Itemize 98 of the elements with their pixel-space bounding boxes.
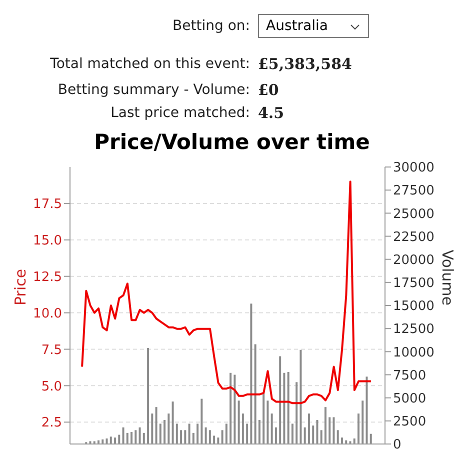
y2-tick-label: 7500 <box>393 368 426 384</box>
y-tick-label: 15.0 <box>33 234 62 249</box>
bar <box>164 420 166 444</box>
y-tick-label: 17.5 <box>33 197 62 212</box>
line-series <box>81 180 372 404</box>
bar <box>208 430 211 444</box>
bar <box>366 376 368 444</box>
text: Total matched on this event: <box>50 56 250 72</box>
bar <box>320 430 322 444</box>
bar <box>312 426 314 444</box>
bar <box>328 417 331 444</box>
text: Betting on: <box>172 18 250 34</box>
bar <box>192 432 194 444</box>
dropdown-field: Australia <box>258 14 369 38</box>
bar <box>151 414 154 444</box>
y2-tick-label: 25000 <box>393 206 434 222</box>
bar <box>217 438 220 444</box>
bar <box>93 441 96 444</box>
bar <box>126 432 128 444</box>
y-tick-label: 10.0 <box>33 306 62 322</box>
y2-tick-label: 5000 <box>393 391 426 406</box>
y-axis-title: Price <box>11 268 30 306</box>
y2-tick-label: 27500 <box>393 184 434 199</box>
bar <box>89 441 92 444</box>
bar <box>138 427 141 444</box>
text: 4.5 <box>258 104 284 122</box>
y-tick-label: 5.0 <box>41 379 62 394</box>
bar <box>242 414 244 444</box>
bar <box>159 424 162 444</box>
bar <box>353 438 356 444</box>
bar <box>246 424 248 444</box>
text: £5,383,584 <box>258 55 352 73</box>
bar <box>316 420 318 444</box>
bar <box>349 441 352 444</box>
bar <box>291 424 294 444</box>
bar <box>114 438 116 444</box>
bar <box>274 427 277 444</box>
bar <box>213 436 216 444</box>
bar <box>238 400 240 444</box>
text: Betting summary - Volume: <box>58 82 250 98</box>
y2-tick-label: 15000 <box>393 299 434 314</box>
bar <box>155 407 158 444</box>
y2-tick-label: 20000 <box>393 252 434 268</box>
bar <box>332 417 335 444</box>
chart-title: Price/Volume over time <box>93 130 371 154</box>
text: £0 <box>258 81 279 99</box>
bar <box>254 344 256 444</box>
bar <box>270 414 273 444</box>
bar <box>296 382 298 444</box>
bar <box>110 436 112 444</box>
bar <box>106 438 108 444</box>
y2-tick-label: 10000 <box>393 345 434 360</box>
bar <box>230 372 232 444</box>
bar <box>370 434 372 444</box>
bar <box>250 304 252 444</box>
bar <box>336 430 339 444</box>
y2-tick-label: 12500 <box>393 322 434 338</box>
y2-axis-title: Volume <box>438 250 457 306</box>
bar <box>357 414 360 444</box>
y2-tick-label: 30000 <box>393 160 434 176</box>
y2-tick-label: 2500 <box>393 414 426 430</box>
y2-tick-label: 17500 <box>393 276 434 292</box>
bar <box>324 407 326 444</box>
y-tick-label: 7.5 <box>41 342 62 358</box>
bar <box>168 414 170 444</box>
y-tick-label: 2.5 <box>41 416 62 431</box>
bar <box>340 438 343 444</box>
bar <box>176 424 178 444</box>
bar <box>200 398 203 444</box>
bar <box>308 414 310 444</box>
bar <box>172 402 174 444</box>
bar <box>122 427 124 444</box>
bar <box>304 427 306 444</box>
bar <box>225 424 228 444</box>
bar <box>221 430 224 444</box>
y-tick-label: 12.5 <box>33 270 62 285</box>
bar <box>300 350 302 444</box>
bar <box>266 400 269 444</box>
bar <box>262 393 265 444</box>
y2-tick-label: 22500 <box>393 230 434 245</box>
bar <box>184 430 186 444</box>
bar <box>258 420 260 444</box>
text: Last price matched: <box>110 105 250 121</box>
bar <box>204 427 207 444</box>
bar <box>362 400 364 444</box>
bar <box>287 372 290 444</box>
bar <box>134 430 137 444</box>
bar <box>196 424 199 444</box>
bar <box>234 374 236 444</box>
y2-tick-label: 0 <box>393 438 402 453</box>
bar <box>147 348 150 444</box>
bar <box>279 356 282 444</box>
bar <box>118 434 120 444</box>
bar <box>188 424 190 444</box>
bar <box>142 432 145 444</box>
bar <box>130 432 133 444</box>
bar <box>180 430 182 444</box>
bar <box>283 372 286 444</box>
